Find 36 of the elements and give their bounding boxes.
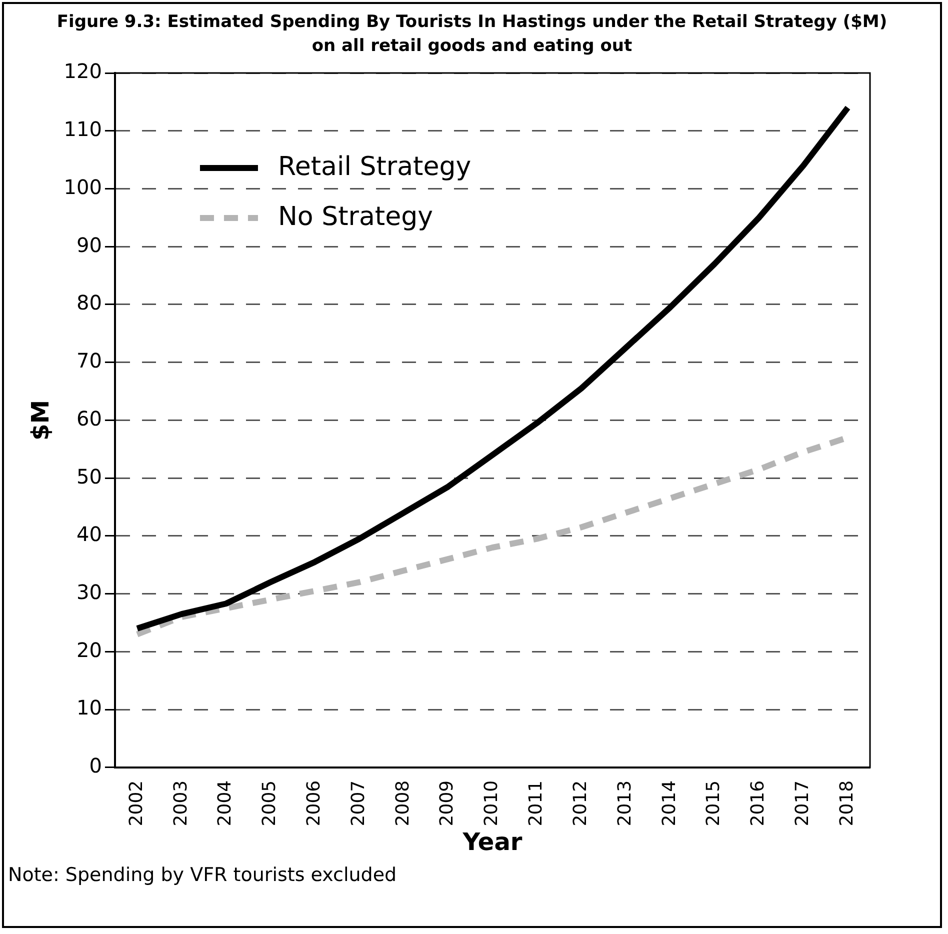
y-tick-label: 80	[76, 290, 102, 315]
chart-title: Figure 9.3: Estimated Spending By Tourists In Hastings under the Retail Strategy ($M) on all retail goods and eating out	[56, 11, 888, 58]
legend-label: No Strategy	[278, 202, 434, 232]
x-tick-label: 2011	[526, 780, 547, 826]
x-tick-label: 2013	[614, 780, 636, 826]
x-tick-label: 2008	[392, 780, 414, 826]
legend-label: Retail Strategy	[278, 152, 472, 182]
y-tick-label: 110	[64, 117, 102, 142]
x-tick-label: 2005	[259, 780, 280, 826]
y-tick-label: 60	[76, 406, 102, 430]
y-tick-label: 100	[64, 174, 102, 199]
x-tick-label: 2003	[170, 780, 192, 826]
x-tick-label: 2010	[481, 780, 502, 826]
x-tick-label: 2018	[836, 780, 858, 826]
y-axis-title: $M	[26, 400, 55, 440]
y-tick-label: 90	[76, 232, 102, 257]
x-tick-label: 2009	[436, 780, 458, 826]
x-tick-label: 2012	[570, 780, 591, 826]
x-tick-label: 2015	[703, 780, 724, 826]
x-tick-label: 2006	[304, 780, 325, 826]
y-tick-label: 70	[76, 348, 102, 373]
x-tick-label: 2002	[126, 780, 147, 826]
y-tick-label: 40	[76, 522, 102, 546]
y-tick-label: 20	[76, 638, 102, 662]
y-tick-label: 120	[64, 59, 102, 84]
y-tick-label: 10	[76, 696, 102, 720]
x-tick-label: 2017	[792, 780, 814, 826]
text: Note: Spending by VFR tourists excluded	[8, 864, 397, 886]
y-tick-label: 30	[76, 580, 102, 604]
x-axis-title: Year	[462, 828, 522, 856]
x-tick-label: 2016	[748, 780, 769, 826]
y-tick-label: 50	[76, 464, 102, 488]
y-tick-label: 0	[89, 754, 102, 778]
x-tick-label: 2014	[658, 780, 680, 826]
x-tick-label: 2007	[348, 780, 369, 826]
x-tick-label: 2004	[214, 780, 236, 826]
